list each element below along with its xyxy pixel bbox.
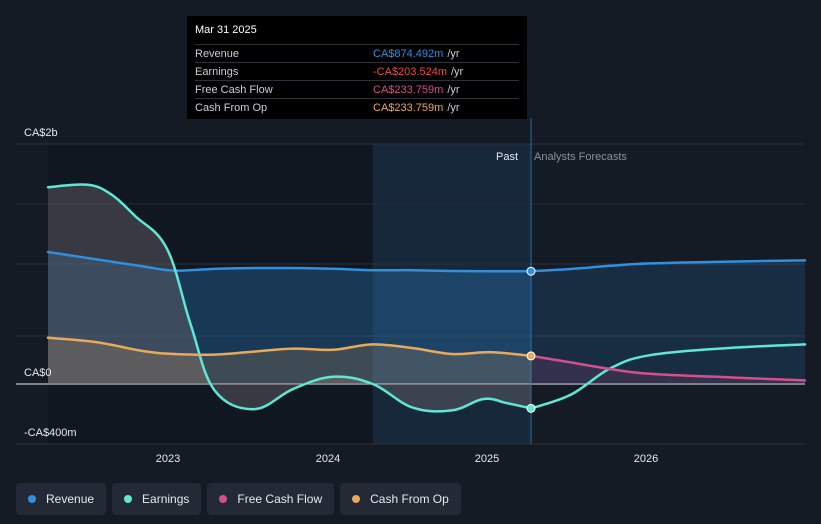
tooltip-unit: /yr: [447, 101, 460, 114]
x-tick-2025: 2025: [475, 453, 499, 465]
legend-dot-icon: [219, 495, 228, 503]
tooltip-value: CA$874.492m: [373, 47, 444, 60]
data-tooltip: Mar 31 2025 Revenue CA$874.492m /yr Earn…: [187, 16, 527, 119]
revenue-marker: [526, 266, 536, 276]
x-tick-2024: 2024: [316, 453, 340, 465]
cash-from-op-past-line: [46, 336, 533, 358]
legend-label: Earnings: [142, 492, 190, 506]
legend-item-cash-from-op[interactable]: Cash From Op: [340, 483, 461, 515]
past-region-background: [48, 144, 373, 444]
forecast-label: Analysts Forecasts: [534, 151, 627, 163]
tooltip-row-revenue: Revenue CA$874.492m /yr: [195, 44, 519, 62]
cash-from-op-past-area: [48, 337, 531, 384]
legend-label: Revenue: [46, 492, 95, 506]
earnings-marker: [526, 403, 536, 413]
y-tick-label-top: CA$2b: [24, 127, 58, 139]
past-label: Past: [496, 151, 518, 163]
tooltip-value: -CA$203.524m: [373, 65, 447, 78]
tooltip-value: CA$233.759m: [373, 101, 444, 114]
tooltip-label: Free Cash Flow: [195, 83, 273, 96]
legend-dot-icon: [124, 495, 133, 503]
x-tick-2026: 2026: [634, 453, 658, 465]
legend-dot-icon: [352, 495, 361, 503]
legend-item-revenue[interactable]: Revenue: [16, 483, 107, 515]
legend-dot-icon: [28, 495, 36, 503]
tooltip-value: CA$233.759m: [373, 83, 444, 96]
x-tick-2023: 2023: [156, 453, 180, 465]
tooltip-label: Cash From Op: [195, 101, 268, 114]
revenue-forecast-area: [531, 260, 805, 384]
free-cash-flow-forecast-area: [531, 355, 805, 384]
tooltip-date: Mar 31 2025: [195, 24, 257, 36]
tooltip-row-cash-from-op: Cash From Op CA$233.759m /yr: [195, 98, 519, 116]
legend-label: Free Cash Flow: [237, 492, 323, 506]
revenue-past-line: [46, 250, 533, 273]
y-tick-label-zero: CA$0: [24, 367, 52, 379]
y-tick-label-bottom: -CA$400m: [24, 427, 77, 439]
tooltip-unit: /yr: [447, 47, 460, 60]
highlight-region: [372, 144, 532, 444]
revenue-forecast-line: [529, 259, 807, 273]
chart-legend: Revenue Earnings Free Cash Flow Cash Fro…: [16, 483, 461, 515]
earnings-past-line: [46, 183, 533, 413]
tooltip-unit: /yr: [447, 83, 460, 96]
legend-item-earnings[interactable]: Earnings: [112, 483, 202, 515]
tooltip-row-earnings: Earnings -CA$203.524m /yr: [195, 62, 519, 80]
revenue-past-area: [48, 252, 531, 384]
tooltip-label: Revenue: [195, 47, 240, 60]
free-cash-flow-forecast-line: [529, 354, 807, 382]
legend-label: Cash From Op: [370, 492, 449, 506]
tooltip-unit: /yr: [451, 65, 464, 78]
tooltip-label: Earnings: [195, 65, 239, 78]
earnings-forecast-line: [529, 343, 807, 410]
legend-item-free-cash-flow[interactable]: Free Cash Flow: [207, 483, 335, 515]
tooltip-row-free-cash-flow: Free Cash Flow CA$233.759m /yr: [195, 80, 519, 98]
cash-from-op-marker: [526, 351, 536, 361]
